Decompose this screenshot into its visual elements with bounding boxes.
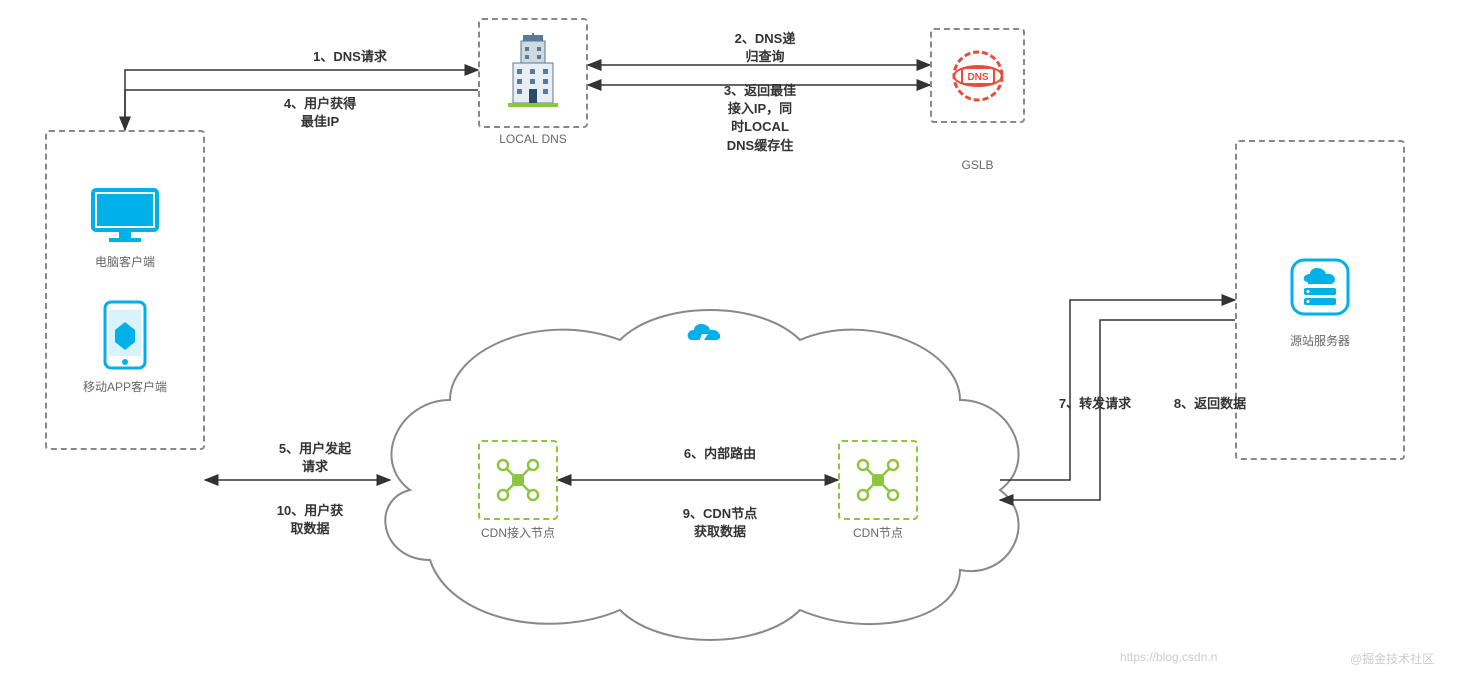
edge-label-e2: 2、DNS递 归查询 xyxy=(710,30,820,66)
cdn-access-label: CDN接入节点 xyxy=(468,524,568,541)
edge-label-e4: 4、用户获得 最佳IP xyxy=(260,95,380,131)
cdn-node-box xyxy=(838,440,918,520)
building-icon xyxy=(503,33,563,113)
edge-label-e8: 8、返回数据 xyxy=(1155,395,1265,413)
mobile-label: 移动APP客户端 xyxy=(83,378,167,395)
origin-label: 源站服务器 xyxy=(1290,332,1350,349)
watermark-2: @掘金技术社区 xyxy=(1350,650,1434,667)
cloud-bolt-icon xyxy=(680,318,730,363)
monitor-label: 电脑客户端 xyxy=(95,253,155,270)
edge-label-e9: 9、CDN节点 获取数据 xyxy=(655,505,785,541)
monitor-icon xyxy=(85,185,165,245)
svg-text:DNS: DNS xyxy=(967,72,988,83)
edge-label-e10: 10、用户获 取数据 xyxy=(250,502,370,538)
client-box: 电脑客户端 移动APP客户端 xyxy=(45,130,205,450)
drone-icon-2 xyxy=(853,455,903,505)
local-dns-box xyxy=(478,18,588,128)
gslb-label: GSLB xyxy=(930,158,1025,172)
cdn-access-box xyxy=(478,440,558,520)
edge-label-e3: 3、返回最佳 接入IP，同 时LOCAL DNS缓存住 xyxy=(690,82,830,155)
edge-label-e1: 1、DNS请求 xyxy=(290,48,410,66)
edge-label-e7: 7、转发请求 xyxy=(1040,395,1150,413)
cdn-node-label: CDN节点 xyxy=(838,524,918,541)
dns-icon: DNS xyxy=(950,48,1006,104)
edge-label-e6: 6、内部路由 xyxy=(660,445,780,463)
local-dns-label: LOCAL DNS xyxy=(478,132,588,146)
cloud-server-icon xyxy=(1280,252,1360,322)
drone-icon xyxy=(493,455,543,505)
mobile-icon xyxy=(100,300,150,370)
watermark-1: https://blog.csdn.n xyxy=(1120,650,1217,664)
arrow-6 xyxy=(1000,300,1235,480)
edge-label-e5: 5、用户发起 请求 xyxy=(255,440,375,476)
gslb-box: DNS xyxy=(930,28,1025,123)
